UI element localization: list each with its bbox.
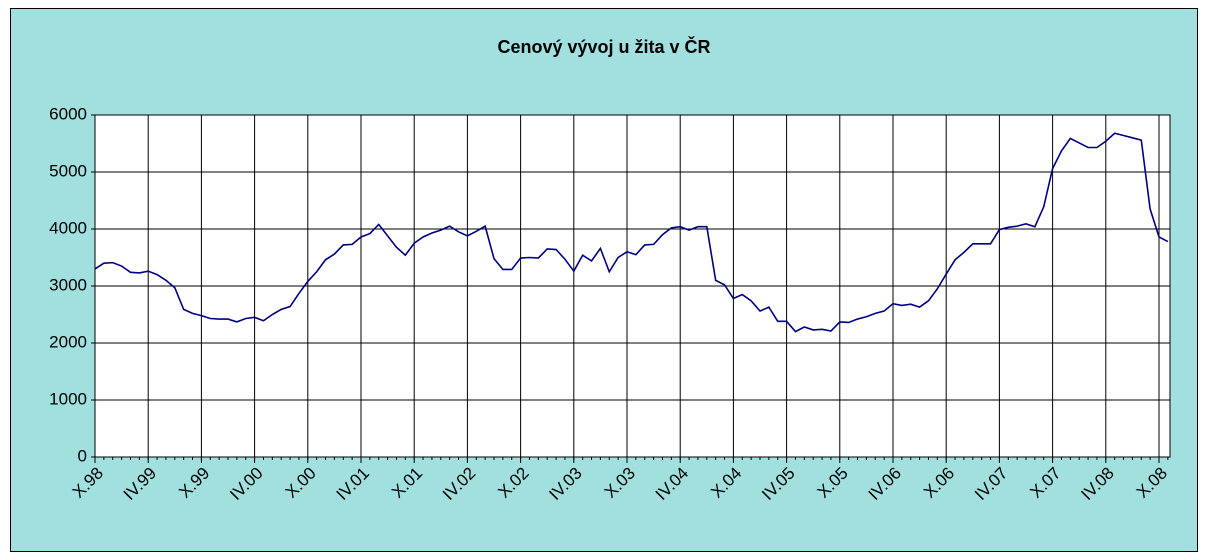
chart-title: Cenový vývoj u žita v ČR	[497, 36, 710, 57]
y-tick-label: 3000	[49, 275, 87, 294]
y-tick-label: 4000	[49, 218, 87, 237]
y-tick-label: 6000	[49, 104, 87, 123]
data-line	[94, 132, 1169, 333]
y-tick-label: 0	[78, 446, 87, 465]
y-tick-label: 5000	[49, 161, 87, 180]
y-tick-label: 2000	[49, 332, 87, 351]
y-tick-label: 1000	[49, 389, 87, 408]
plot-border	[94, 114, 1171, 458]
